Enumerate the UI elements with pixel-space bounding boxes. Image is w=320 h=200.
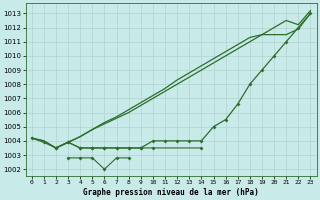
X-axis label: Graphe pression niveau de la mer (hPa): Graphe pression niveau de la mer (hPa) — [83, 188, 259, 197]
